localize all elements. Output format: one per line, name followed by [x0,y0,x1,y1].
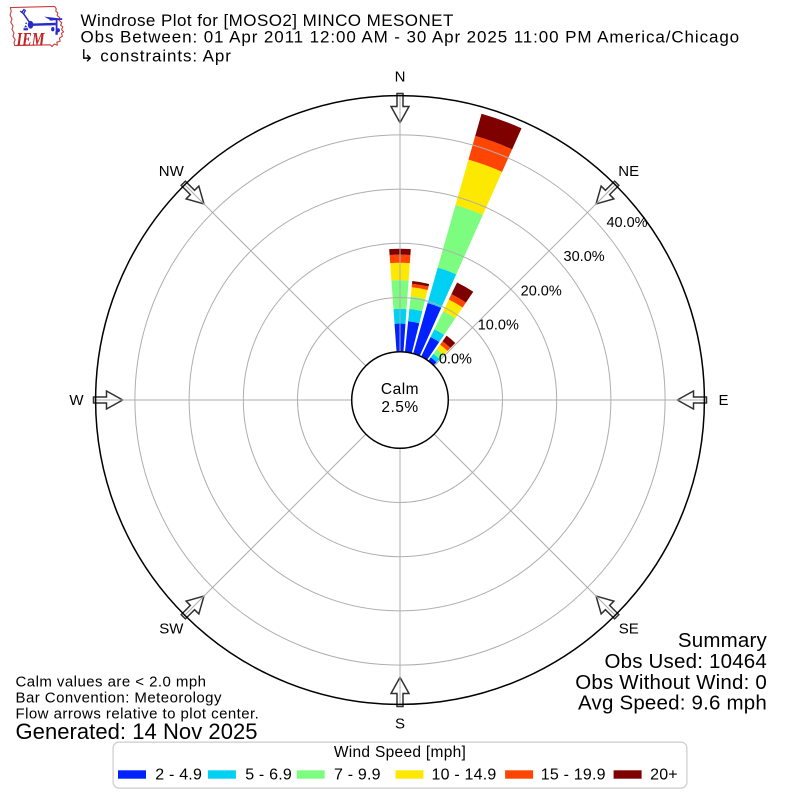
svg-text:SW: SW [159,621,184,638]
svg-text:10.0%: 10.0% [478,317,519,333]
svg-text:SE: SE [619,621,639,638]
svg-text:Summary: Summary [678,629,768,652]
svg-text:Wind Speed [mph]: Wind Speed [mph] [334,744,466,761]
svg-text:Obs Between: 01 Apr 2011 12:00: Obs Between: 01 Apr 2011 12:00 AM - 30 A… [81,28,741,47]
svg-text:2 - 4.9: 2 - 4.9 [155,766,202,783]
svg-text:NW: NW [159,163,185,180]
svg-text:IEM: IEM [16,30,46,51]
svg-text:30.0%: 30.0% [564,249,605,265]
svg-text:↳ constraints: Apr: ↳ constraints: Apr [80,47,232,66]
svg-text:Windrose Plot for [MOSO2] MINC: Windrose Plot for [MOSO2] MINCO MESONET [81,11,454,30]
svg-text:S: S [395,715,405,732]
svg-text:7 - 9.9: 7 - 9.9 [334,766,381,783]
svg-text:E: E [718,392,728,409]
svg-text:Obs Without Wind: 0: Obs Without Wind: 0 [575,671,767,694]
svg-text:Flow arrows relative to plot c: Flow arrows relative to plot center. [16,706,260,723]
svg-text:20+: 20+ [650,766,678,783]
svg-text:N: N [395,68,406,85]
svg-text:Generated: 14 Nov 2025: Generated: 14 Nov 2025 [16,719,258,744]
svg-text:15 - 19.9: 15 - 19.9 [541,766,606,783]
svg-text:2.5%: 2.5% [381,399,418,416]
svg-text:20.0%: 20.0% [521,283,562,299]
svg-text:Avg Speed: 9.6 mph: Avg Speed: 9.6 mph [578,692,767,715]
svg-text:10 - 14.9: 10 - 14.9 [432,766,497,783]
svg-text:0.0%: 0.0% [439,352,472,368]
svg-text:5 - 6.9: 5 - 6.9 [245,766,292,783]
svg-text:Calm values are < 2.0 mph: Calm values are < 2.0 mph [16,673,207,690]
svg-text:Calm: Calm [381,381,419,398]
svg-text:Bar Convention: Meteorology: Bar Convention: Meteorology [16,689,222,706]
svg-text:NE: NE [618,163,639,180]
svg-text:40.0%: 40.0% [606,215,647,231]
svg-text:Obs Used: 10464: Obs Used: 10464 [604,650,767,673]
svg-text:W: W [69,392,84,409]
